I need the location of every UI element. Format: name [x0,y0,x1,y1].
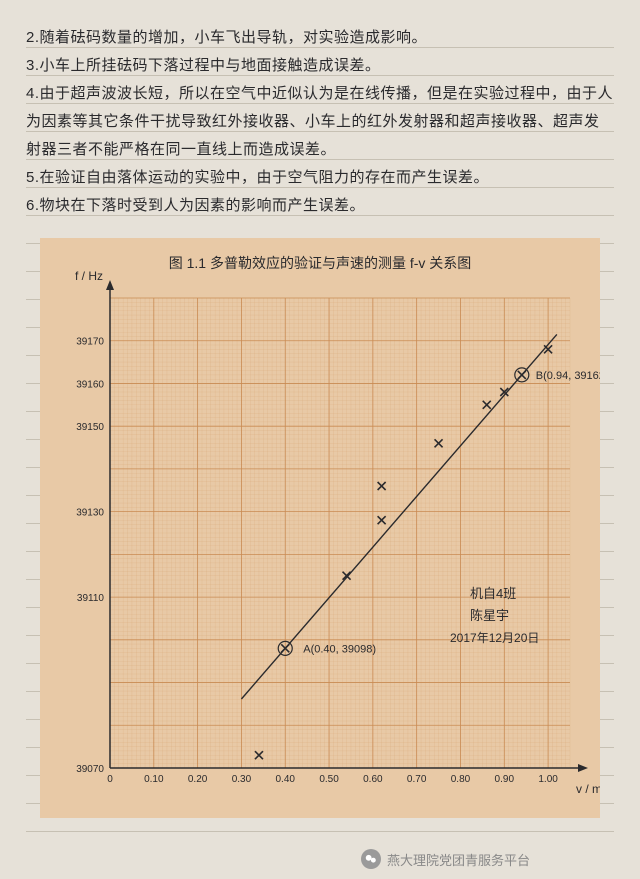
svg-text:陈星宇: 陈星宇 [470,608,509,623]
svg-text:0.10: 0.10 [144,774,164,785]
note-line-6: 6.物块在下落时受到人为因素的影响而产生误差。 [26,192,614,220]
svg-text:A(0.40, 39098): A(0.40, 39098) [303,643,376,655]
svg-text:f / Hz: f / Hz [75,269,103,283]
note-line-2: 2.随着砝码数量的增加，小车飞出导轨，对实验造成影响。 [26,24,614,52]
watermark-footer: 燕大理院党团青服务平台 [361,849,530,869]
svg-text:0.90: 0.90 [495,774,515,785]
svg-text:39130: 39130 [76,508,104,519]
svg-text:0.40: 0.40 [276,774,296,785]
graph-paper: 0 0.10 0.20 0.30 0.40 0.50 0.60 0.70 0.80 0.90 1.0… [40,238,600,818]
watermark-text: 燕大理院党团青服务平台 [387,850,530,869]
svg-text:0.50: 0.50 [319,774,339,785]
svg-text:39170: 39170 [76,337,104,348]
svg-text:0.30: 0.30 [232,774,252,785]
handwritten-notes: 2.随着砝码数量的增加，小车飞出导轨，对实验造成影响。 3.小车上所挂砝码下落过… [26,24,614,220]
svg-text:39150: 39150 [76,422,104,433]
svg-text:39070: 39070 [76,764,104,775]
wechat-icon [361,849,381,869]
svg-text:1.00: 1.00 [538,774,558,785]
note-line-5: 5.在验证自由落体运动的实验中，由于空气阻力的存在而产生误差。 [26,164,614,192]
svg-text:0.60: 0.60 [363,774,383,785]
notebook-page: 2.随着砝码数量的增加，小车飞出导轨，对实验造成影响。 3.小车上所挂砝码下落过… [0,0,640,879]
svg-text:v / m·s⁻¹: v / m·s⁻¹ [576,782,600,796]
svg-text:0.80: 0.80 [451,774,471,785]
svg-text:图 1.1 多普勒效应的验证与声速的测量 f-v 关系图: 图 1.1 多普勒效应的验证与声速的测量 f-v 关系图 [169,255,472,271]
svg-text:39110: 39110 [77,593,105,604]
note-line-4: 4.由于超声波波长短，所以在空气中近似认为是在线传播，但是在实验过程中，由于人为… [26,80,614,164]
svg-text:0: 0 [107,774,113,785]
svg-text:0.20: 0.20 [188,774,208,785]
svg-text:2017年12月20日: 2017年12月20日 [450,631,539,645]
svg-text:B(0.94, 39162): B(0.94, 39162) [536,370,600,382]
chart-svg: 0 0.10 0.20 0.30 0.40 0.50 0.60 0.70 0.80 0.90 1.0… [40,238,600,818]
svg-text:39160: 39160 [76,379,104,390]
svg-text:0.70: 0.70 [407,774,427,785]
svg-text:机自4班: 机自4班 [470,586,516,601]
note-line-3: 3.小车上所挂砝码下落过程中与地面接触造成误差。 [26,52,614,80]
